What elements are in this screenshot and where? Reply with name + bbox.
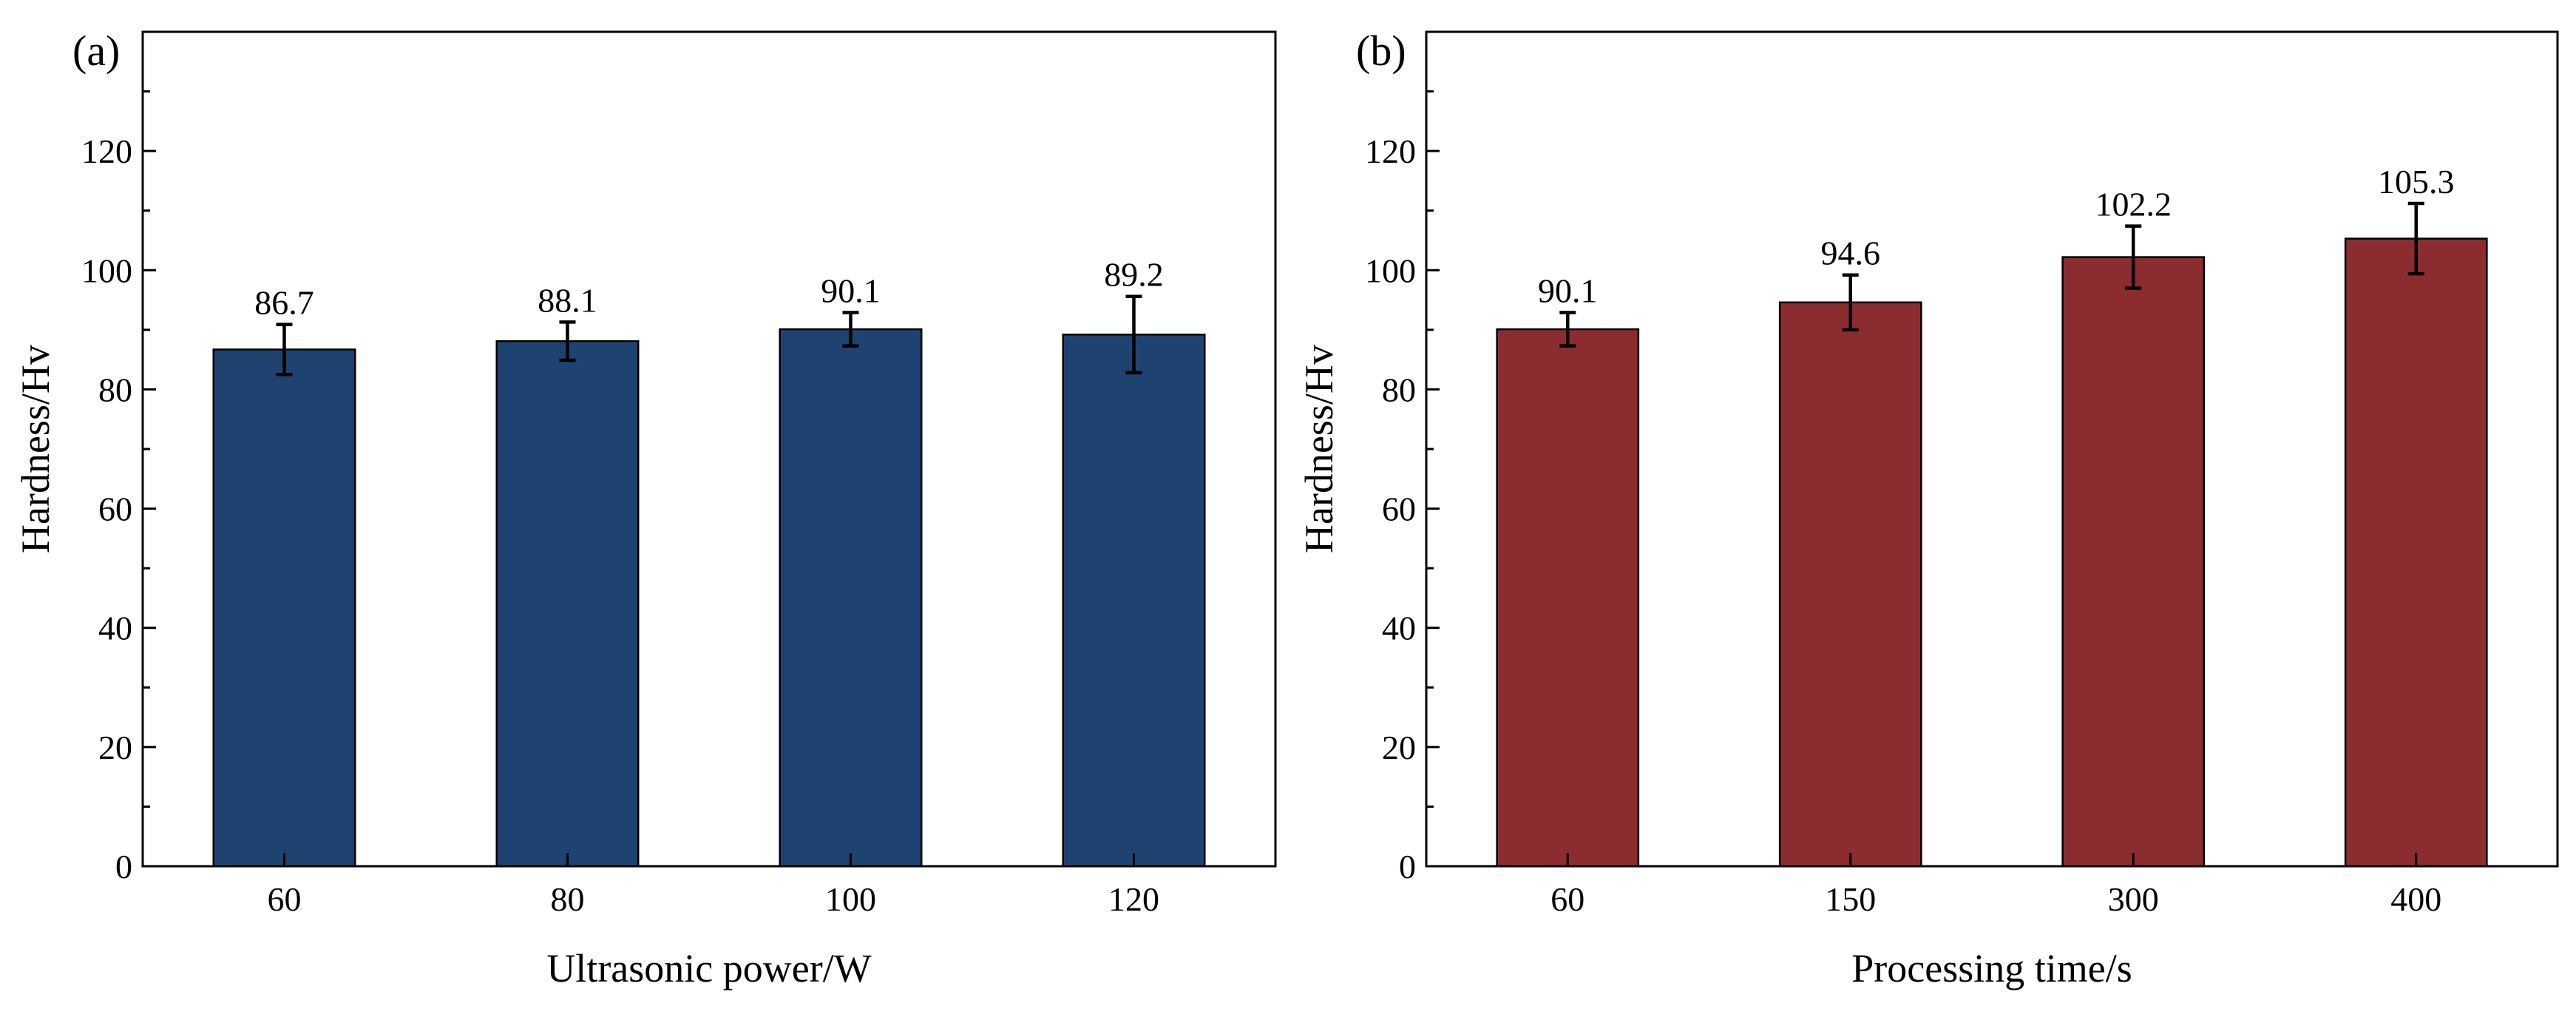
y-tick-label: 60	[98, 490, 132, 528]
bar	[1778, 301, 1922, 868]
bar	[1062, 334, 1206, 868]
y-tick-label: 100	[81, 252, 132, 289]
y-tick-label: 0	[1399, 848, 1416, 885]
x-tick-label: 100	[825, 880, 876, 918]
y-axis-title: Hardness/Hv	[1297, 345, 1341, 553]
data-label: 90.1	[821, 271, 881, 309]
panel-label: (b)	[1356, 27, 1406, 75]
y-tick-label: 120	[1365, 132, 1416, 170]
y-tick-label: 120	[81, 132, 132, 170]
panel-label: (a)	[72, 27, 120, 75]
chart-marks: 0 20 40 60 80 100 120 90.1 60 94.6 150 102.2 300 105.…	[1365, 90, 2488, 918]
y-tick-label: 20	[98, 729, 132, 766]
x-tick-label: 60	[1550, 880, 1584, 918]
y-tick-label: 80	[98, 371, 132, 408]
bar	[1496, 328, 1640, 868]
data-label: 94.6	[1821, 234, 1881, 272]
x-tick-label: 300	[2108, 880, 2159, 918]
y-tick-label: 0	[115, 848, 132, 885]
data-label: 105.3	[2378, 163, 2455, 200]
bar	[2061, 256, 2206, 868]
chart-panel-a: (a) Ultrasonic power/W Hardness/Hv 0 20 40…	[13, 27, 1277, 991]
bar	[2344, 237, 2488, 868]
y-tick-label: 40	[1382, 610, 1416, 647]
y-tick-label: 100	[1365, 252, 1416, 289]
data-label: 86.7	[254, 284, 314, 322]
x-axis-title: Ultrasonic power/W	[546, 946, 871, 991]
y-axis-title: Hardness/Hv	[13, 345, 58, 553]
x-tick-label: 80	[551, 880, 585, 918]
chart-panel-b: (b) Processing time/s Hardness/Hv 0 20 40 6…	[1297, 27, 2559, 991]
data-label: 88.1	[538, 281, 597, 319]
y-tick-label: 20	[1382, 729, 1416, 766]
bar	[495, 340, 640, 868]
x-tick-label: 120	[1108, 880, 1159, 918]
bar	[212, 348, 356, 868]
x-tick-label: 60	[268, 880, 302, 918]
y-tick-label: 80	[1382, 371, 1416, 408]
x-axis-title: Processing time/s	[1851, 946, 2132, 991]
data-label: 90.1	[1538, 271, 1598, 309]
data-label: 89.2	[1104, 256, 1164, 294]
bar	[779, 328, 923, 868]
y-tick-label: 40	[98, 610, 132, 647]
data-label: 102.2	[2095, 186, 2172, 223]
x-tick-label: 400	[2390, 880, 2441, 918]
chart-marks: 0 20 40 60 80 100 120 86.7 60 88.1 80 90.1 100 89.2 12…	[81, 90, 1206, 918]
x-tick-label: 150	[1825, 880, 1876, 918]
y-tick-label: 60	[1382, 490, 1416, 528]
